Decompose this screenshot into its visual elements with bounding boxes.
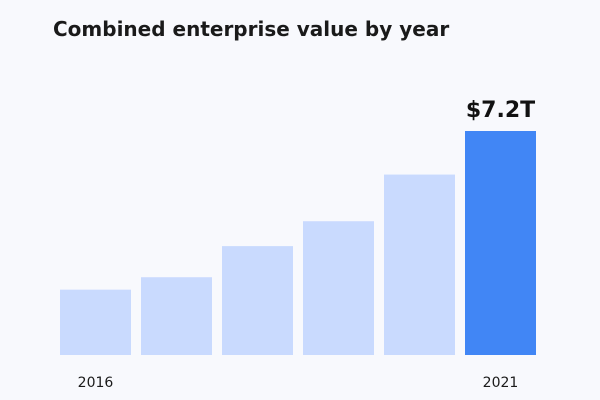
- bar-2019: [303, 221, 374, 355]
- bar-2020: [384, 174, 455, 355]
- chart-title: Combined enterprise value by year: [53, 17, 450, 41]
- data-labels-group: $7.2T: [466, 98, 535, 123]
- bar-2017: [141, 277, 212, 355]
- bar-2021: [465, 131, 536, 355]
- bar-2016: [60, 289, 131, 355]
- data-label-2021: $7.2T: [466, 98, 535, 123]
- x-tick-label-2016: 2016: [78, 375, 114, 391]
- x-axis-ticks: 2016 2021: [78, 375, 519, 391]
- bar-2018: [222, 246, 293, 355]
- x-tick-label-2021: 2021: [483, 375, 519, 391]
- bars-group: [60, 131, 536, 355]
